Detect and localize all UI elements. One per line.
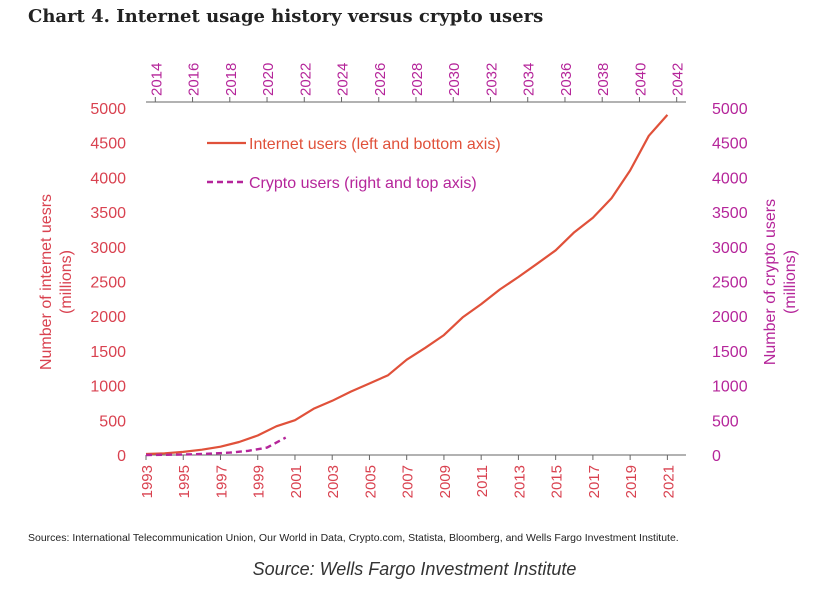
x-bottom-tick-label: 1993 [139, 465, 156, 498]
y-left-tick-label: 2000 [90, 309, 126, 326]
x-bottom-tick-label: 1999 [251, 465, 268, 498]
y-left-tick-label: 5000 [90, 101, 126, 118]
x-bottom-tick-label: 1995 [176, 465, 193, 498]
legend-label-crypto: Crypto users (right and top axis) [249, 175, 477, 192]
x-bottom-tick-label: 2013 [511, 465, 528, 498]
x-bottom-tick-label: 2003 [325, 465, 342, 498]
legend-label-internet: Internet users (left and bottom axis) [249, 136, 501, 153]
x-top-tick-label: 2038 [595, 63, 612, 96]
y-left-tick-label: 2500 [90, 275, 126, 292]
series-line-internet-users [145, 114, 669, 456]
x-top-tick-label: 2024 [335, 63, 352, 96]
source-credit: Source: Wells Fargo Investment Institute [252, 559, 577, 579]
x-bottom-tick-label: 2007 [400, 465, 417, 498]
y-right-tick-label: 3500 [712, 205, 748, 222]
x-bottom-tick-label: 2021 [660, 465, 677, 498]
x-top-tick-label: 2034 [521, 63, 538, 96]
x-bottom-tick-label: 2017 [586, 465, 603, 498]
y-right-tick-label: 0 [712, 448, 721, 465]
x-top-tick-label: 2040 [632, 63, 649, 96]
x-top-tick-label: 2014 [148, 63, 165, 96]
x-top-tick-label: 2032 [483, 63, 500, 96]
y-left-tick-label: 1500 [90, 344, 126, 361]
x-bottom-tick-label: 2019 [623, 465, 640, 498]
y-left-tick-label: 500 [99, 413, 126, 430]
y-right-tick-label: 2500 [712, 275, 748, 292]
series-line-crypto-users [145, 436, 287, 457]
y-right-tick-label: 1000 [712, 379, 748, 396]
y-right-tick-label: 3000 [712, 240, 748, 257]
x-bottom-tick-label: 2009 [437, 465, 454, 498]
x-top-tick-label: 2018 [223, 63, 240, 96]
x-top-tick-label: 2026 [372, 63, 389, 96]
x-top-tick-label: 2036 [558, 63, 575, 96]
y-left-tick-label: 1000 [90, 379, 126, 396]
y-right-tick-label: 1500 [712, 344, 748, 361]
x-bottom-tick-label: 2005 [362, 465, 379, 498]
y-right-axis-title: Number of crypto users (millions) [762, 199, 799, 365]
y-left-tick-label: 4000 [90, 170, 126, 187]
x-bottom-tick-label: 2015 [549, 465, 566, 498]
x-bottom-tick-label: 1997 [213, 465, 230, 498]
x-top-tick-label: 2030 [446, 63, 463, 96]
y-right-tick-label: 2000 [712, 309, 748, 326]
y-right-tick-label: 4500 [712, 136, 748, 153]
chart-title: Chart 4. Internet usage history versus c… [28, 6, 544, 27]
sources-note: Sources: International Telecommunication… [28, 532, 679, 544]
y-right-tick-label: 500 [712, 413, 739, 430]
y-right-tick-label: 5000 [712, 101, 748, 118]
x-bottom-tick-label: 2001 [288, 465, 305, 498]
x-top-tick-label: 2042 [670, 63, 687, 96]
y-left-tick-label: 3500 [90, 205, 126, 222]
chart-area: 0500100015002000250030003500400045005000… [38, 63, 799, 499]
y-left-tick-label: 0 [117, 448, 126, 465]
x-top-tick-label: 2028 [409, 63, 426, 96]
y-left-tick-label: 4500 [90, 136, 126, 153]
x-bottom-tick-label: 2011 [474, 465, 491, 497]
y-left-tick-label: 3000 [90, 240, 126, 257]
x-top-tick-label: 2022 [297, 63, 314, 96]
x-top-tick-label: 2020 [260, 63, 277, 96]
y-left-axis-title: Number of internet uesrs (millions) [38, 194, 75, 370]
x-top-tick-label: 2016 [186, 63, 203, 96]
y-right-tick-label: 4000 [712, 170, 748, 187]
